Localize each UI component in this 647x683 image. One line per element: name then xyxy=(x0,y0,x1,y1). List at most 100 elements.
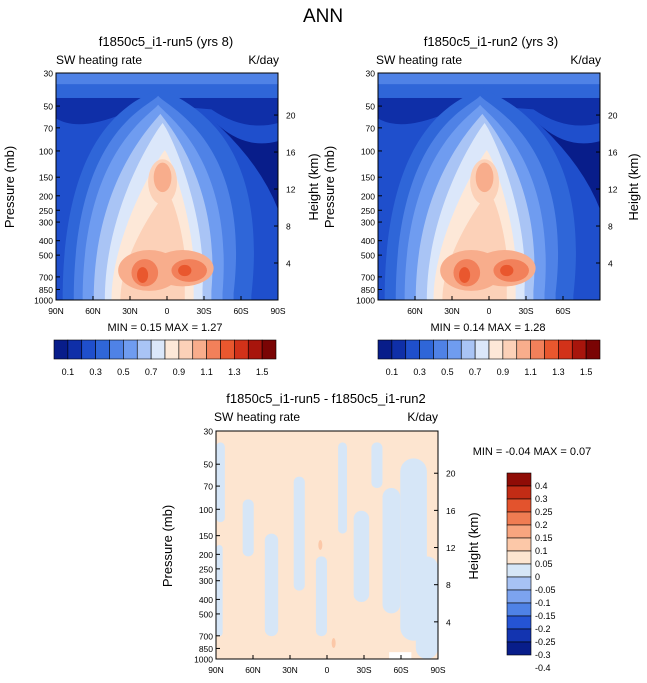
panel-2-x-tick-label: 0 xyxy=(487,306,492,316)
field-cell xyxy=(331,638,336,649)
panel-2-units-label: K/day xyxy=(570,53,601,67)
panel-1-colorbar-label: 0.1 xyxy=(62,367,75,377)
panel-3-y-axis-label: Pressure (mb) xyxy=(160,505,175,587)
panel-1-plot-area xyxy=(56,73,278,301)
panel-2-z-tick-label: 16 xyxy=(608,148,618,158)
panel-1-y-tick-label: 100 xyxy=(39,146,53,156)
panel-2-colorbar-label: 0.1 xyxy=(386,367,399,377)
panel-1-x-tick-label: 60N xyxy=(85,306,101,316)
panel-3-x-tick-label: 30N xyxy=(282,665,298,675)
panel-3-colorbar-label: 0.2 xyxy=(535,520,548,530)
panel-2-colorbar-box xyxy=(516,339,531,360)
panel-1-colorbar-box xyxy=(53,339,69,360)
panel-3-colorbar-box xyxy=(506,498,532,513)
panel-2-plot-area xyxy=(378,73,600,301)
panel-1-colorbar-box xyxy=(123,339,138,360)
panel-1-y-tick-label: 150 xyxy=(39,173,53,183)
panel-1-y-tick-label: 700 xyxy=(39,272,53,282)
panel-3-x-tick-label: 60S xyxy=(393,665,408,675)
panel-1-colorbar-box xyxy=(150,339,166,360)
panel-3-y-tick-label: 70 xyxy=(204,482,214,492)
panel-1-colorbar-label: 1.1 xyxy=(200,367,213,377)
panel-1-z-tick-label: 4 xyxy=(286,259,291,269)
panel-2-right-axis-label: Height (km) xyxy=(626,153,641,220)
panel-2-x-tick-label: 30S xyxy=(518,306,533,316)
field-cell xyxy=(500,264,514,277)
panel-1-right-axis-label: Height (km) xyxy=(306,153,321,220)
panel-1-units-label: K/day xyxy=(248,53,279,67)
panel-2-variable-label: SW heating rate xyxy=(376,53,462,67)
panel-2-colorbar-box xyxy=(460,339,476,360)
field-cell xyxy=(264,533,279,637)
panel-1-colorbar-label: 0.5 xyxy=(117,367,130,377)
panel-1-colorbar-box xyxy=(109,339,124,360)
panel-3-y-tick-label: 500 xyxy=(199,609,213,619)
panel-3-min-max: MIN = -0.04 MAX = 0.07 xyxy=(473,446,592,458)
panel-2-y-tick-label: 30 xyxy=(366,69,376,79)
panel-2-colorbar-box xyxy=(571,339,587,360)
panel-2-y-tick-label: 400 xyxy=(361,236,375,246)
panel-1-x-tick-label: 90N xyxy=(48,306,64,316)
panel-3-colorbar-box xyxy=(506,589,532,604)
panel-1-colorbar-box xyxy=(234,339,249,360)
field-band xyxy=(378,84,600,98)
panel-3-z-tick-label: 16 xyxy=(446,506,456,516)
panel-2-y-tick-label: 70 xyxy=(366,123,376,133)
panel-3-x-tick-label: 90S xyxy=(430,665,445,675)
panel-3-y-tick-label: 250 xyxy=(199,564,213,574)
panel-3-colorbar-box xyxy=(506,563,532,578)
panel-3-colorbar-label: 0.25 xyxy=(535,507,553,517)
panel-3-plot-area xyxy=(216,431,438,659)
panel-3-colorbar-label: -0.15 xyxy=(535,611,556,621)
field-cell xyxy=(315,556,327,637)
panel-3-z-tick-label: 8 xyxy=(446,580,451,590)
panel-1: f1850c5_i1-run5 (yrs 8) SW heating rate … xyxy=(2,34,321,377)
panel-2-colorbar-box xyxy=(558,339,573,360)
panel-1-y-tick-label: 500 xyxy=(39,251,53,261)
panel-1-variable-label: SW heating rate xyxy=(56,53,142,67)
panel-3-colorbar-label: -0.4 xyxy=(535,663,551,673)
panel-1-colorbar-box xyxy=(178,339,194,360)
panel-2-title: f1850c5_i1-run2 (yrs 3) xyxy=(424,34,558,49)
panel-2-y-tick-label: 1000 xyxy=(356,296,375,306)
panel-3-colorbar-label: -0.25 xyxy=(535,637,556,647)
panel-1-colorbar-box xyxy=(136,339,152,360)
panel-3-colorbar-label: 0.15 xyxy=(535,533,553,543)
panel-2-colorbar-box xyxy=(488,339,504,360)
field-contour xyxy=(56,97,278,126)
panel-1-y-tick-label: 70 xyxy=(44,123,54,133)
field-cell xyxy=(216,442,225,523)
panel-2-colorbar-box xyxy=(585,339,601,360)
panel-1-colorbar-box xyxy=(220,339,235,360)
panel-3-colorbar-box xyxy=(506,615,532,630)
panel-2-colorbar-label: 1.5 xyxy=(580,367,593,377)
panel-1-title: f1850c5_i1-run5 (yrs 8) xyxy=(99,34,233,49)
field-cell xyxy=(382,488,401,614)
panel-3-x-tick-label: 90N xyxy=(208,665,224,675)
panel-2-y-tick-label: 850 xyxy=(361,285,375,295)
panel-2-colorbar-box xyxy=(405,339,420,360)
panel-3-colorbar-label: 0.4 xyxy=(535,481,548,491)
field-cell xyxy=(459,267,471,283)
panel-3-y-tick-label: 30 xyxy=(204,427,214,437)
panel-1-colorbar-label: 1.5 xyxy=(256,367,269,377)
panel-2-colorbar: 0.1 0.3 0.5 0.7 0.9 1.1 1.3 1.5 xyxy=(377,339,601,377)
panel-2: f1850c5_i1-run2 (yrs 3) SW heating rate … xyxy=(322,34,641,377)
panel-1-colorbar-label: 0.3 xyxy=(89,367,102,377)
panel-2-colorbar-box xyxy=(377,339,393,360)
panel-3-colorbar-label: 0.05 xyxy=(535,559,553,569)
field-cell xyxy=(178,264,192,277)
panel-3-x-tick-label: 30S xyxy=(356,665,371,675)
panel-2-x-tick-label: 60S xyxy=(555,306,570,316)
field-band xyxy=(56,73,278,85)
panel-1-x-tick-label: 30N xyxy=(122,306,138,316)
field-cell xyxy=(353,510,370,602)
field-contour xyxy=(537,122,600,210)
panel-3: f1850c5_i1-run5 - f1850c5_i1-run2 SW hea… xyxy=(160,391,591,675)
panel-3-right-axis-label: Height (km) xyxy=(466,512,481,579)
panel-3-colorbar-box xyxy=(506,628,532,643)
field-cell xyxy=(153,162,172,193)
panel-2-colorbar-box xyxy=(474,339,490,360)
panel-1-y-tick-label: 50 xyxy=(44,102,54,112)
panel-3-y-tick-label: 1000 xyxy=(194,655,213,665)
